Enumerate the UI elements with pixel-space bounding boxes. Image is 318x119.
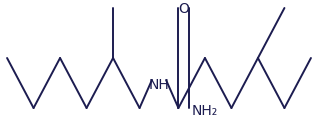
Text: NH₂: NH₂ (192, 104, 218, 118)
Text: O: O (178, 2, 189, 16)
Text: NH: NH (149, 78, 169, 92)
